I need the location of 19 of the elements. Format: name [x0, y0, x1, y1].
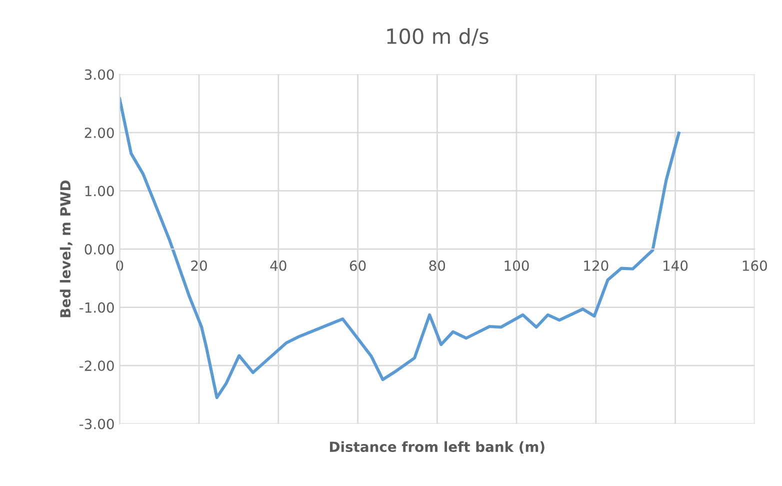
y-tick-label: 0.00 [84, 244, 114, 255]
x-tick-label: 140 [664, 260, 688, 271]
x-tick-label: 100 [504, 260, 529, 271]
x-tick-label: 0 [116, 260, 124, 271]
x-tick-label: 120 [584, 260, 608, 271]
y-tick-label: 3.00 [84, 69, 114, 80]
y-tick-label: 1.00 [85, 186, 114, 196]
y-tick-label: -2.00 [80, 360, 114, 372]
chart-title: 100 m d/s [387, 28, 488, 46]
x-tick-label: 80 [429, 260, 446, 271]
y-tick-label: 2.00 [84, 128, 114, 138]
y-tick-label: -3.00 [80, 418, 114, 430]
x-tick-label: 160 [742, 260, 767, 271]
x-axis-title: Distance from left bank (m) [330, 441, 544, 454]
y-tick-label: -1.00 [80, 302, 114, 313]
x-tick-label: 20 [191, 260, 207, 271]
x-tick-label: 60 [350, 260, 366, 271]
y-axis-title: Bed level, m PWD [60, 180, 72, 318]
x-tick-label: 40 [270, 260, 286, 271]
